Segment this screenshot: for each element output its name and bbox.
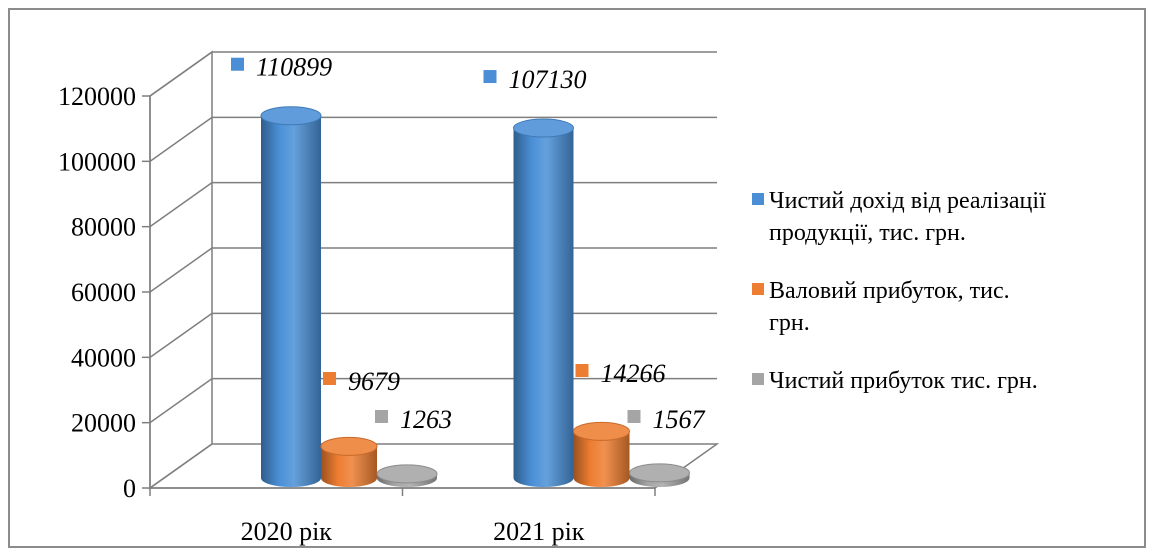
grid-line-side xyxy=(149,116,213,162)
bar-1-1 xyxy=(573,421,630,487)
x-tick-label: 2020 рік xyxy=(241,517,333,546)
bar-body xyxy=(573,431,630,487)
data-label: 1567 xyxy=(653,405,706,434)
data-label: 107130 xyxy=(509,65,587,94)
legend-marker xyxy=(752,193,764,205)
legend-entry: Чистий прибуток тис. грн. xyxy=(769,368,1038,394)
y-tick-label: 0 xyxy=(123,474,136,503)
bar-body xyxy=(321,446,377,487)
bar-top xyxy=(573,421,630,441)
grid-line-side xyxy=(149,182,213,228)
label-marker xyxy=(627,410,641,423)
bar-0-0 xyxy=(260,106,322,488)
data-label: 110899 xyxy=(256,53,332,82)
label-marker xyxy=(375,410,388,423)
bar-0-1 xyxy=(513,118,574,487)
bar-top xyxy=(629,463,690,483)
y-tick-label: 60000 xyxy=(71,278,136,307)
y-tick-label: 80000 xyxy=(71,213,136,242)
legend-entry: Чистий дохід від реалізації xyxy=(769,188,1046,214)
data-labels: 110899 107130 9679 14266 1263 1567 xyxy=(231,53,706,434)
legend: Чистий дохід від реалізації продукції, ти… xyxy=(752,188,1046,394)
y-tick-label: 20000 xyxy=(71,409,136,438)
x-tick-label: 2021 рік xyxy=(493,517,585,546)
bar-top xyxy=(320,436,378,456)
bar-body xyxy=(261,115,321,488)
label-marker xyxy=(575,364,589,377)
bar-top xyxy=(513,118,574,138)
chart-svg: 0 20000 40000 60000 80000 100000 120000 2020 рі… xyxy=(58,50,1046,546)
legend-marker xyxy=(752,283,764,295)
legend-entry: продукції, тис. грн. xyxy=(769,220,966,246)
data-label: 1263 xyxy=(400,405,452,434)
bar-1-0 xyxy=(320,436,378,487)
y-tick-label: 40000 xyxy=(71,343,136,372)
axes: 0 20000 40000 60000 80000 100000 120000 2020 рі… xyxy=(58,82,656,546)
grid-line-side xyxy=(149,312,213,358)
bar-body xyxy=(513,128,574,487)
grid-line-side xyxy=(149,51,213,97)
grid-line-side xyxy=(149,247,213,293)
bar-top xyxy=(260,106,322,126)
data-label: 14266 xyxy=(601,359,666,388)
bar-2-0 xyxy=(376,464,438,487)
y-tick-label: 100000 xyxy=(58,147,136,176)
grid-line-side xyxy=(149,378,213,424)
bar-2-1 xyxy=(629,463,690,487)
bars xyxy=(260,106,690,488)
label-marker xyxy=(231,57,244,71)
data-label: 9679 xyxy=(348,367,400,396)
label-marker xyxy=(323,372,336,385)
y-tick-label: 120000 xyxy=(58,82,136,111)
label-marker xyxy=(483,70,497,84)
legend-marker xyxy=(752,373,764,385)
legend-entry: Валовий прибуток, тис. xyxy=(769,278,1010,304)
legend-entry: грн. xyxy=(769,310,810,336)
bar-top xyxy=(376,464,438,484)
chart-frame: 0 20000 40000 60000 80000 100000 120000 2020 рі… xyxy=(8,8,1146,548)
